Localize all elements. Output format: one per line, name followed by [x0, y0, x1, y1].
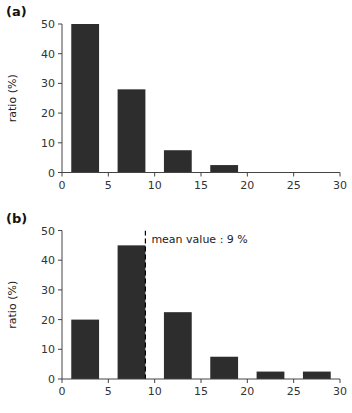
x-tick — [154, 173, 155, 177]
y-tick-label: 20 — [41, 314, 55, 327]
y-tick — [58, 379, 62, 380]
y-axis-line — [62, 231, 63, 380]
y-tick — [58, 142, 62, 143]
y-tick-label: 40 — [41, 254, 55, 267]
x-tick — [247, 379, 248, 383]
x-tick — [154, 379, 155, 383]
y-axis-line — [62, 24, 63, 173]
bars — [71, 231, 330, 380]
y-tick-label: 30 — [41, 77, 55, 90]
annotation: mean value : 9 % — [151, 233, 247, 246]
x-tick-label: 30 — [333, 179, 347, 192]
panel-label: (a) — [6, 4, 27, 19]
x-tick — [201, 173, 202, 177]
panel: mean value : 9 % 0 10 20 30 40 50 0 5 10 15 20 25 30 r… — [6, 211, 347, 399]
bar — [210, 357, 238, 379]
y-tick-label: 30 — [41, 284, 55, 297]
x-tick — [62, 173, 63, 177]
x-tick-label: 15 — [194, 385, 208, 398]
x-tick-label: 20 — [240, 385, 254, 398]
x-tick-label: 5 — [105, 179, 112, 192]
x-tick — [340, 379, 341, 383]
bar — [164, 312, 192, 379]
x-tick-label: 0 — [59, 385, 66, 398]
x-tick — [293, 379, 294, 383]
bar — [118, 245, 146, 379]
y-tick — [58, 24, 62, 25]
y-axis-label: ratio (%) — [6, 281, 19, 329]
y-tick-label: 50 — [41, 225, 55, 238]
x-tick-label: 20 — [240, 179, 254, 192]
x-tick-label: 25 — [287, 179, 301, 192]
bar — [164, 150, 192, 172]
bar — [210, 165, 238, 172]
chart-root: 01020304050051015202530ratio (%)(a)mean … — [0, 0, 352, 413]
y-tick — [58, 53, 62, 54]
x-tick — [293, 173, 294, 177]
x-tick — [340, 173, 341, 177]
y-tick — [58, 172, 62, 173]
bar — [257, 372, 285, 379]
y-tick — [58, 260, 62, 261]
y-tick — [58, 230, 62, 231]
x-tick-label: 15 — [194, 179, 208, 192]
x-tick-label: 10 — [148, 385, 162, 398]
bars — [71, 24, 238, 173]
y-tick-label: 0 — [48, 373, 55, 386]
x-tick — [247, 173, 248, 177]
y-tick — [58, 83, 62, 84]
y-tick — [58, 319, 62, 320]
y-tick-label: 0 — [48, 167, 55, 180]
y-tick — [58, 349, 62, 350]
bar — [118, 89, 146, 172]
y-tick-label: 50 — [41, 18, 55, 31]
x-tick-label: 5 — [105, 385, 112, 398]
y-tick — [58, 113, 62, 114]
y-axis-label: ratio (%) — [6, 74, 19, 122]
y-tick-label: 40 — [41, 48, 55, 61]
x-tick-label: 25 — [287, 385, 301, 398]
x-tick — [201, 379, 202, 383]
mean-line — [145, 231, 146, 380]
bar — [71, 24, 99, 173]
x-tick-label: 10 — [148, 179, 162, 192]
x-tick — [108, 379, 109, 383]
y-tick-label: 10 — [41, 137, 55, 150]
x-tick — [108, 173, 109, 177]
bar — [303, 372, 331, 379]
bar — [71, 320, 99, 379]
x-tick — [62, 379, 63, 383]
panel-label: (b) — [6, 211, 27, 226]
y-tick — [58, 289, 62, 290]
panel: 0 10 20 30 40 50 0 5 10 15 20 25 30 ratio (%) (a) — [6, 4, 347, 192]
y-tick-label: 10 — [41, 343, 55, 356]
y-tick-label: 20 — [41, 107, 55, 120]
x-tick-label: 30 — [333, 385, 347, 398]
x-tick-label: 0 — [59, 179, 66, 192]
